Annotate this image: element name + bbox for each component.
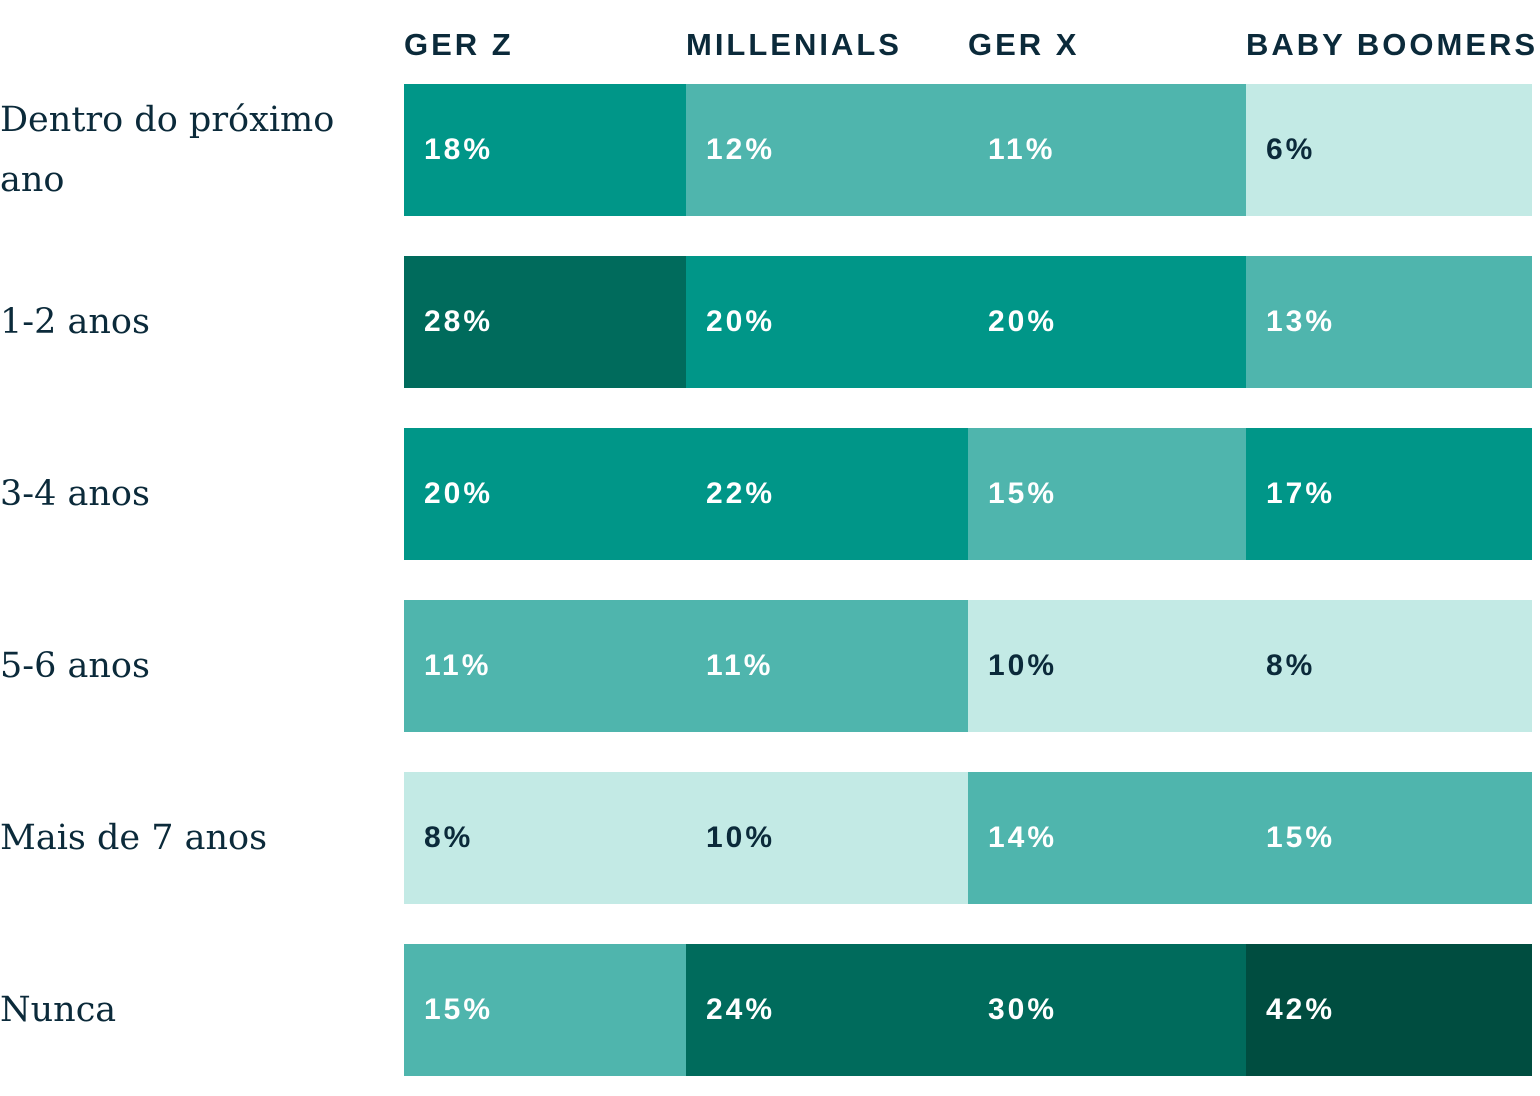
heatmap-cell: 10% xyxy=(686,772,968,904)
heatmap-cell: 11% xyxy=(686,600,968,732)
heatmap-cell: 6% xyxy=(1246,84,1532,216)
heatmap-cell: 30% xyxy=(968,944,1246,1076)
row-label: Dentro do próximo ano xyxy=(0,100,335,200)
column-header: GER X xyxy=(968,27,1080,62)
heatmap-cell: 28% xyxy=(404,256,686,388)
heatmap-cell: 15% xyxy=(968,428,1246,560)
heatmap-cell: 14% xyxy=(968,772,1246,904)
column-header: MILLENIALS xyxy=(686,27,902,62)
heatmap-cell: 8% xyxy=(1246,600,1532,732)
column-header: BABY BOOMERS xyxy=(1246,27,1539,62)
row-label: Nunca xyxy=(0,990,117,1030)
heatmap-cell: 11% xyxy=(404,600,686,732)
row-label: 5-6 anos xyxy=(0,646,150,686)
column-header: GER Z xyxy=(404,27,514,62)
heatmap-cell: 22% xyxy=(686,428,968,560)
row-label: 1-2 anos xyxy=(0,302,150,342)
heatmap-cell: 20% xyxy=(686,256,968,388)
heatmap-cell: 13% xyxy=(1246,256,1532,388)
heatmap-cell: 42% xyxy=(1246,944,1532,1076)
heatmap-cell: 11% xyxy=(968,84,1246,216)
heatmap-cell: 17% xyxy=(1246,428,1532,560)
row-label: Mais de 7 anos xyxy=(0,818,268,858)
heatmap-cell: 15% xyxy=(1246,772,1532,904)
heatmap-cell: 15% xyxy=(404,944,686,1076)
heatmap-cell: 20% xyxy=(968,256,1246,388)
heatmap-cell: 24% xyxy=(686,944,968,1076)
heatmap-cell: 12% xyxy=(686,84,968,216)
heatmap-cell: 10% xyxy=(968,600,1246,732)
heatmap-cell: 20% xyxy=(404,428,686,560)
row-label: 3-4 anos xyxy=(0,474,150,514)
heatmap-cell: 8% xyxy=(404,772,686,904)
heatmap-cell: 18% xyxy=(404,84,686,216)
